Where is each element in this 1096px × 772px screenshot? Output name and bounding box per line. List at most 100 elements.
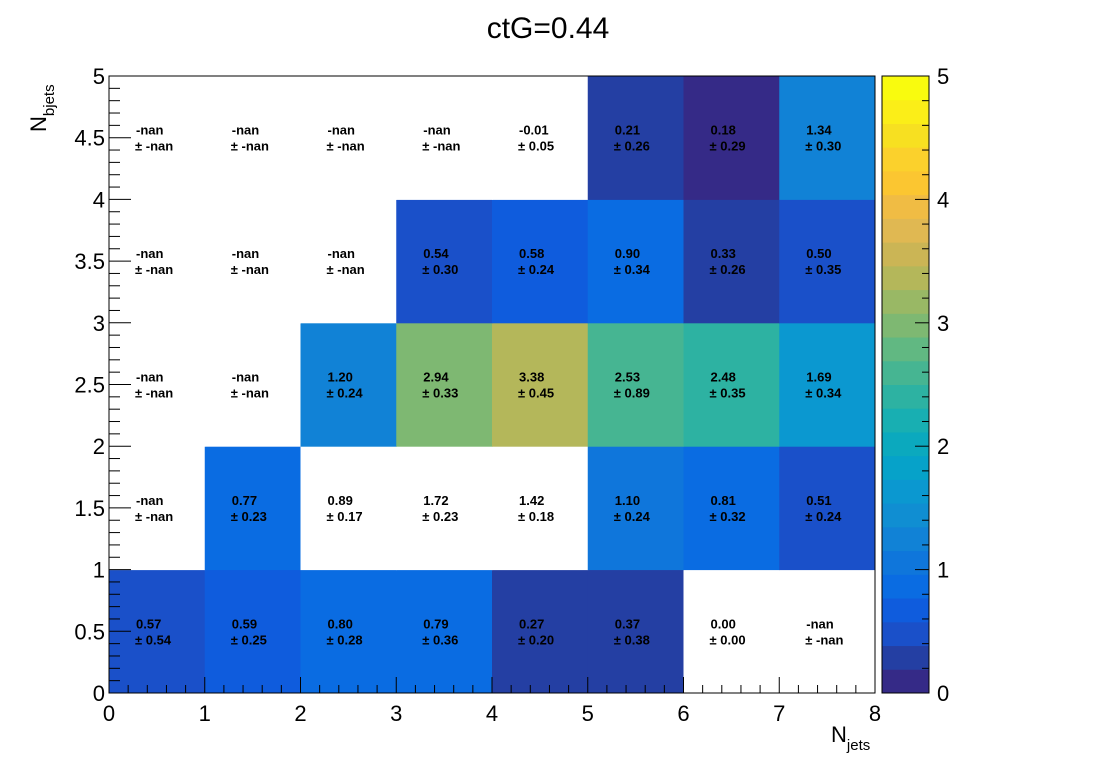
cell-error-label: ± 0.34 — [805, 386, 842, 401]
heatmap-cell — [492, 199, 589, 324]
x-tick-label: 4 — [486, 701, 498, 726]
cell-value-label: 0.77 — [232, 493, 257, 508]
heatmap-cell — [204, 569, 301, 694]
y-tick-label: 3.5 — [74, 249, 105, 274]
heatmap-cell — [204, 446, 301, 571]
cell-error-label: ± 0.24 — [614, 509, 651, 524]
heatmap-cell — [396, 76, 493, 200]
cell-value-label: -nan — [423, 123, 451, 138]
heatmap-cell — [396, 569, 493, 694]
y-tick-label: 0 — [93, 681, 105, 706]
cell-value-label: 2.48 — [711, 370, 736, 385]
heatmap-cell — [492, 322, 589, 447]
cell-value-label: -nan — [806, 616, 834, 631]
y-tick-label: 2.5 — [74, 373, 105, 398]
palette-swatch — [882, 479, 929, 504]
cell-value-label: 0.59 — [232, 616, 257, 631]
heatmap-cell — [587, 199, 684, 324]
x-tick-label: 2 — [294, 701, 306, 726]
palette-swatch — [882, 123, 929, 148]
y-tick-label: 1.5 — [74, 496, 105, 521]
palette-swatch — [882, 645, 929, 670]
x-tick-label: 1 — [199, 701, 211, 726]
cell-value-label: 0.18 — [711, 123, 736, 138]
cell-value-label: 0.50 — [806, 246, 831, 261]
heatmap-cell — [779, 76, 876, 200]
palette-swatch — [882, 360, 929, 385]
cell-value-label: -nan — [328, 246, 356, 261]
cell-error-label: ± -nan — [135, 262, 173, 277]
cell-error-label: ± 0.23 — [231, 509, 267, 524]
cell-value-label: 2.94 — [423, 370, 449, 385]
palette-swatch — [882, 455, 929, 480]
y-axis-label-main: N — [26, 116, 51, 132]
palette-swatch — [882, 408, 929, 433]
x-axis-label: Njets — [831, 722, 870, 754]
palette-swatch — [882, 503, 929, 528]
cell-value-label: -nan — [136, 370, 164, 385]
cell-error-label: ± -nan — [231, 139, 269, 154]
x-axis-label-main: N — [831, 722, 847, 747]
cell-error-label: ± 0.35 — [710, 386, 746, 401]
x-tick-label: 5 — [582, 701, 594, 726]
cell-error-label: ± 0.54 — [135, 632, 172, 647]
cell-value-label: 0.90 — [615, 246, 640, 261]
cell-value-label: 0.21 — [615, 123, 640, 138]
cell-error-label: ± -nan — [327, 262, 365, 277]
heatmap-cell — [492, 76, 589, 200]
heatmap-cell — [587, 446, 684, 571]
cell-error-label: ± 0.30 — [805, 139, 841, 154]
heatmap-cell — [683, 446, 780, 571]
cell-error-label: ± -nan — [135, 139, 173, 154]
palette-swatch — [882, 194, 929, 219]
cell-error-label: ± 0.29 — [710, 139, 746, 154]
palette-swatch — [882, 170, 929, 196]
palette-swatch — [882, 598, 929, 623]
cell-value-label: 0.54 — [423, 246, 449, 261]
cell-error-label: ± 0.36 — [422, 632, 458, 647]
cell-value-label: 0.58 — [519, 246, 544, 261]
cell-error-label: ± 0.20 — [518, 632, 554, 647]
heatmap-cell — [683, 199, 780, 324]
palette-swatch — [882, 384, 929, 409]
palette-swatch — [882, 431, 929, 457]
palette-swatch — [882, 526, 929, 552]
cell-value-label: -nan — [136, 246, 164, 261]
heatmap-cell — [683, 322, 780, 447]
heatmap-cell — [779, 446, 876, 571]
palette-tick-label: 5 — [937, 64, 949, 89]
cell-error-label: ± 0.17 — [327, 509, 363, 524]
heatmap-cells — [109, 76, 876, 694]
palette-swatch — [882, 265, 929, 291]
heatmap-cell — [204, 199, 301, 324]
x-tick-label: 0 — [103, 701, 115, 726]
heatmap-cell — [492, 569, 589, 694]
cell-value-label: -nan — [232, 123, 260, 138]
cell-error-label: ± 0.24 — [805, 509, 842, 524]
heatmap-cell — [396, 446, 493, 571]
cell-value-label: 0.89 — [328, 493, 353, 508]
cell-value-label: 0.37 — [615, 616, 640, 631]
cell-value-label: -nan — [232, 370, 260, 385]
heatmap-cell — [204, 322, 301, 447]
heatmap-cell — [683, 569, 780, 694]
palette-swatch — [882, 574, 929, 599]
heatmap-cell — [300, 199, 397, 324]
y-tick-label: 4.5 — [74, 126, 105, 151]
palette-swatch — [882, 242, 929, 267]
y-tick-label: 0.5 — [74, 619, 105, 644]
palette-swatch — [882, 337, 929, 362]
cell-value-label: 1.10 — [615, 493, 640, 508]
cell-value-label: 1.69 — [806, 370, 831, 385]
cell-value-label: -nan — [136, 123, 164, 138]
y-tick-label: 1 — [93, 558, 105, 583]
palette-swatch — [882, 313, 929, 338]
cell-error-label: ± -nan — [231, 262, 269, 277]
palette-swatch — [882, 99, 929, 124]
cell-error-label: ± -nan — [422, 139, 460, 154]
cell-error-label: ± 0.18 — [518, 509, 554, 524]
cell-error-label: ± -nan — [805, 632, 843, 647]
palette-swatch — [882, 218, 929, 243]
heatmap-cell — [396, 322, 493, 447]
chart-title: ctG=0.44 — [487, 12, 610, 45]
